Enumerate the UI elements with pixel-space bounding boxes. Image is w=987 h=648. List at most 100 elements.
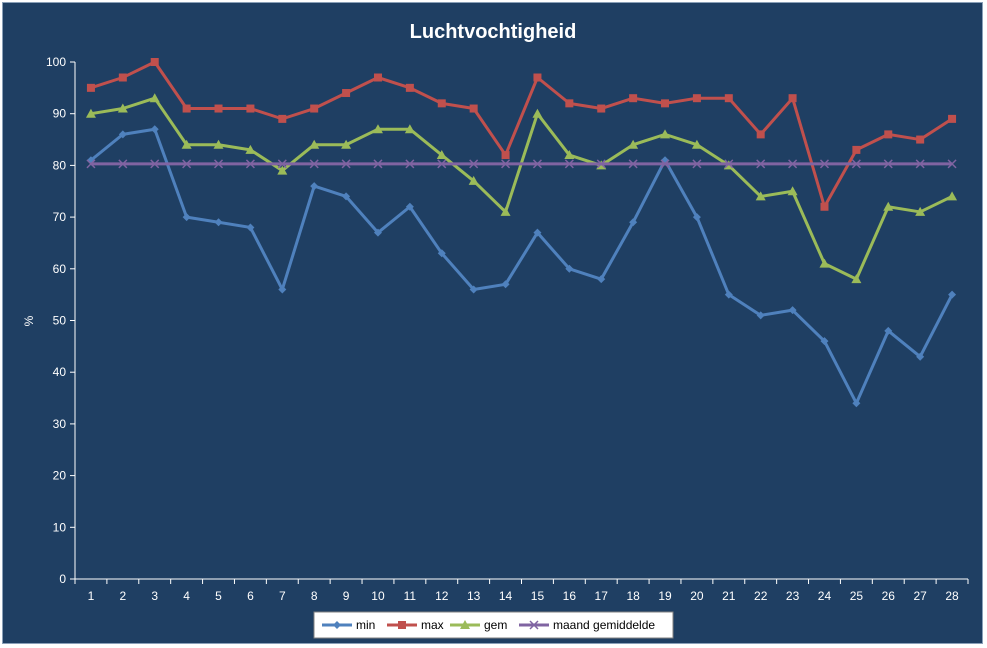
x-tick-label: 20 bbox=[690, 589, 704, 603]
series-gem bbox=[85, 93, 958, 284]
data-point-max bbox=[310, 104, 319, 113]
data-point-min bbox=[118, 130, 127, 139]
data-point-max bbox=[820, 202, 829, 211]
legend-item-gem: gem bbox=[450, 618, 507, 632]
data-point-max bbox=[724, 94, 733, 103]
series-line-min bbox=[90, 127, 954, 405]
data-point-min bbox=[150, 125, 159, 134]
x-tick-label: 17 bbox=[595, 589, 609, 603]
x-tick-label: 9 bbox=[343, 589, 350, 603]
data-point-maand-gemiddelde bbox=[788, 159, 798, 169]
data-point-min bbox=[597, 275, 606, 284]
legend-swatch-marker bbox=[529, 620, 539, 630]
data-point-maand-gemiddelde bbox=[564, 159, 574, 169]
data-point-gem bbox=[309, 139, 320, 149]
data-point-max bbox=[469, 104, 478, 113]
data-point-maand-gemiddelde bbox=[851, 159, 861, 169]
data-point-max bbox=[948, 114, 957, 123]
x-tick-label: 3 bbox=[151, 589, 158, 603]
x-tick-label: 23 bbox=[786, 589, 800, 603]
data-point-min bbox=[788, 306, 797, 315]
y-tick-label: 80 bbox=[53, 158, 67, 172]
y-tick-label: 50 bbox=[53, 314, 67, 328]
data-point-gem bbox=[947, 191, 958, 201]
data-point-maand-gemiddelde bbox=[373, 159, 383, 169]
data-point-maand-gemiddelde bbox=[532, 159, 542, 169]
data-point-maand-gemiddelde bbox=[405, 159, 415, 169]
x-tick-label: 7 bbox=[279, 589, 286, 603]
legend-box bbox=[313, 611, 674, 639]
x-tick-label: 19 bbox=[658, 589, 672, 603]
data-point-maand-gemiddelde bbox=[182, 159, 192, 169]
data-point-maand-gemiddelde bbox=[341, 159, 351, 169]
data-point-min bbox=[214, 218, 223, 227]
data-point-max bbox=[852, 145, 861, 154]
y-tick-label: 30 bbox=[53, 417, 67, 431]
data-point-max bbox=[118, 73, 127, 82]
data-point-maand-gemiddelde bbox=[947, 159, 957, 169]
x-tick-label: 25 bbox=[850, 589, 864, 603]
y-tick-label: 60 bbox=[53, 262, 67, 276]
data-point-min bbox=[629, 218, 638, 227]
data-point-max bbox=[788, 94, 797, 103]
data-point-min bbox=[469, 285, 478, 294]
legend: min max gem maand gemiddelde bbox=[313, 611, 674, 639]
y-tick-label: 100 bbox=[46, 55, 66, 69]
data-point-max bbox=[246, 104, 255, 113]
data-point-maand-gemiddelde bbox=[660, 159, 670, 169]
y-tick-label: 40 bbox=[53, 365, 67, 379]
x-tick-label: 8 bbox=[311, 589, 318, 603]
data-point-gem bbox=[213, 139, 224, 149]
x-tick-label: 16 bbox=[563, 589, 577, 603]
data-point-maand-gemiddelde bbox=[756, 159, 766, 169]
data-point-gem bbox=[915, 206, 926, 216]
data-point-maand-gemiddelde bbox=[86, 159, 96, 169]
legend-label: maand gemiddelde bbox=[553, 618, 655, 632]
data-point-maand-gemiddelde bbox=[150, 159, 160, 169]
data-point-max bbox=[533, 73, 542, 82]
x-tick-label: 13 bbox=[467, 589, 481, 603]
x-tick-label: 12 bbox=[435, 589, 449, 603]
data-point-gem bbox=[149, 93, 160, 103]
data-point-min bbox=[916, 352, 925, 361]
x-tick-label: 26 bbox=[882, 589, 896, 603]
data-point-maand-gemiddelde bbox=[213, 159, 224, 169]
y-axis-label: % bbox=[22, 315, 36, 326]
data-point-gem bbox=[404, 124, 415, 134]
data-point-gem bbox=[117, 103, 128, 113]
data-point-gem bbox=[532, 108, 543, 118]
data-point-gem bbox=[564, 150, 575, 160]
data-point-gem bbox=[468, 175, 479, 185]
legend-swatch-marker bbox=[398, 621, 406, 629]
data-point-gem bbox=[341, 139, 352, 149]
data-point-gem bbox=[245, 144, 256, 154]
series-line-max bbox=[90, 60, 953, 209]
x-tick-label: 22 bbox=[754, 589, 768, 603]
data-point-gem bbox=[372, 124, 383, 134]
data-point-min bbox=[948, 290, 957, 299]
data-point-gem bbox=[181, 139, 192, 149]
data-point-gem bbox=[660, 129, 671, 139]
data-point-maand-gemiddelde bbox=[692, 159, 702, 169]
data-point-max bbox=[150, 58, 159, 66]
legend-label: gem bbox=[484, 618, 507, 632]
legend-label: max bbox=[421, 618, 444, 632]
y-tick-label: 70 bbox=[53, 210, 67, 224]
x-tick-label: 1 bbox=[88, 589, 95, 603]
y-tick-label: 90 bbox=[53, 107, 67, 121]
data-point-min bbox=[692, 213, 701, 222]
x-tick-label: 5 bbox=[215, 589, 222, 603]
data-point-max bbox=[916, 135, 925, 144]
x-tick-label: 24 bbox=[818, 589, 832, 603]
x-tick-label: 28 bbox=[945, 589, 959, 603]
data-point-min bbox=[884, 326, 893, 335]
legend-item-maand-gemiddelde: maand gemiddelde bbox=[519, 618, 655, 632]
legend-item-max: max bbox=[387, 618, 444, 632]
data-point-min bbox=[756, 311, 765, 320]
data-point-gem bbox=[787, 186, 798, 196]
data-point-max bbox=[86, 83, 95, 92]
data-point-min bbox=[373, 228, 382, 237]
data-point-min bbox=[437, 249, 446, 258]
series-max bbox=[86, 58, 957, 211]
